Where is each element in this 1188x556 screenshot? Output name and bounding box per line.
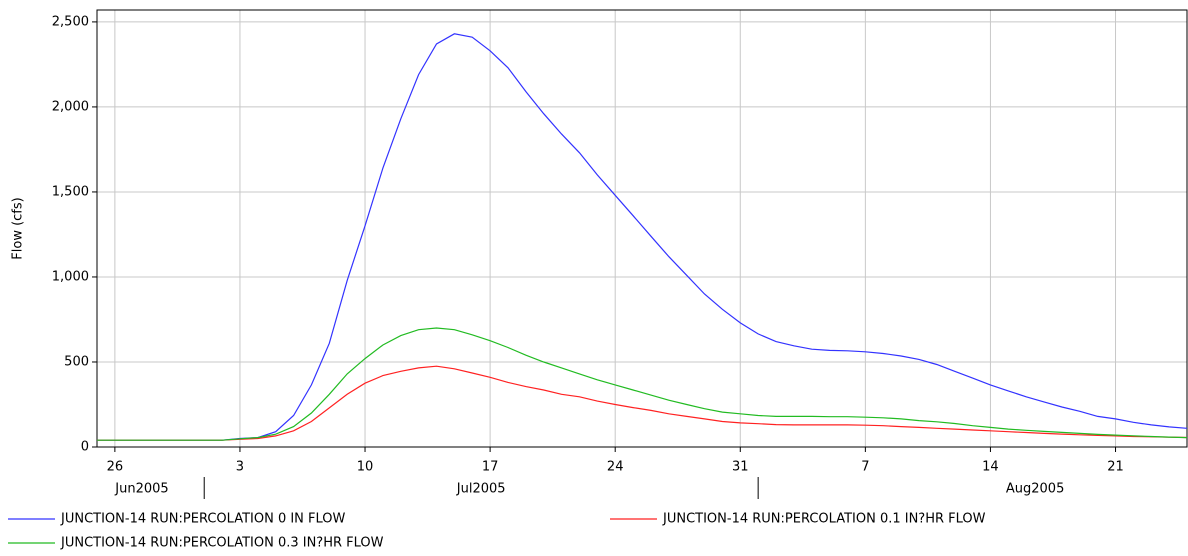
x-tick-label: 21	[1107, 460, 1124, 475]
series-line	[97, 327, 1188, 441]
month-label: Aug2005	[1006, 482, 1064, 497]
month-label: Jun2005	[114, 482, 168, 497]
month-label: Jul2005	[456, 482, 506, 497]
y-tick-label: 2,000	[52, 99, 89, 114]
x-tick-label: 7	[861, 460, 869, 475]
y-tick-label: 0	[81, 440, 89, 455]
plot-frame	[96, 9, 1188, 448]
y-axis-label: Flow (cfs)	[11, 197, 26, 259]
x-tick-label: 24	[607, 460, 624, 475]
x-tick-label: 3	[236, 460, 244, 475]
legend-label: JUNCTION-14 RUN:PERCOLATION 0.1 IN?HR FL…	[662, 512, 986, 527]
legend-label: JUNCTION-14 RUN:PERCOLATION 0.3 IN?HR FL…	[60, 536, 384, 551]
y-tick-label: 2,500	[52, 14, 89, 29]
y-tick-label: 1,500	[52, 184, 89, 199]
x-tick-label: 26	[107, 460, 124, 475]
series-line	[97, 365, 1188, 441]
x-tick-label: 17	[482, 460, 499, 475]
x-tick-label: 14	[982, 460, 999, 475]
series-line	[97, 33, 1188, 441]
y-tick-label: 500	[64, 354, 89, 369]
legend-label: JUNCTION-14 RUN:PERCOLATION 0 IN FLOW	[60, 512, 346, 527]
x-tick-label: 31	[732, 460, 749, 475]
x-tick-label: 10	[357, 460, 374, 475]
y-tick-label: 1,000	[52, 269, 89, 284]
